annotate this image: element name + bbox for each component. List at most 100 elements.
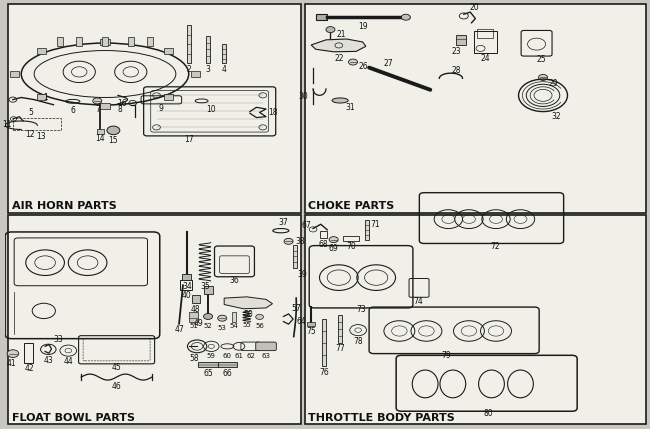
- Text: 59: 59: [207, 353, 216, 359]
- Text: 36: 36: [229, 276, 239, 285]
- Text: 44: 44: [64, 357, 73, 366]
- Text: 63: 63: [261, 353, 270, 359]
- Text: 18: 18: [268, 108, 278, 117]
- Text: 60: 60: [223, 353, 232, 359]
- Text: 25: 25: [536, 55, 546, 64]
- Text: 1: 1: [43, 93, 47, 102]
- Bar: [127, 37, 134, 46]
- Bar: [182, 274, 191, 280]
- Circle shape: [401, 14, 410, 20]
- FancyBboxPatch shape: [255, 342, 276, 350]
- Circle shape: [107, 126, 120, 135]
- Text: AIR HORN PARTS: AIR HORN PARTS: [12, 202, 116, 211]
- Bar: [101, 103, 109, 109]
- Text: 78: 78: [354, 337, 363, 346]
- Text: 11: 11: [2, 120, 12, 129]
- Bar: [102, 37, 108, 46]
- Bar: [203, 286, 213, 294]
- Text: 24: 24: [480, 54, 490, 63]
- Text: 40: 40: [181, 291, 191, 300]
- Text: 50: 50: [244, 310, 254, 319]
- Bar: [231, 312, 236, 323]
- Text: 9: 9: [159, 104, 164, 113]
- Circle shape: [7, 350, 19, 357]
- Bar: [76, 37, 83, 46]
- Text: 30: 30: [298, 92, 308, 101]
- Text: 49: 49: [194, 319, 203, 328]
- Bar: [477, 29, 493, 38]
- Text: 56: 56: [255, 323, 264, 329]
- Text: 80: 80: [484, 409, 493, 418]
- Bar: [10, 71, 20, 77]
- Text: CHOKE PARTS: CHOKE PARTS: [308, 202, 394, 211]
- Text: 58: 58: [189, 354, 199, 363]
- Text: 70: 70: [346, 242, 356, 251]
- Text: 53: 53: [218, 325, 227, 331]
- Circle shape: [348, 59, 358, 65]
- Bar: [189, 312, 198, 323]
- Text: 37: 37: [279, 218, 289, 227]
- Text: 28: 28: [451, 66, 461, 75]
- Text: 61: 61: [235, 353, 244, 359]
- Bar: [343, 236, 359, 241]
- Text: 16: 16: [117, 99, 127, 108]
- Text: 2: 2: [187, 65, 191, 74]
- Bar: [164, 48, 174, 54]
- Text: 33: 33: [53, 335, 63, 344]
- Bar: [8, 215, 302, 424]
- Circle shape: [326, 27, 335, 33]
- Text: 65: 65: [203, 369, 213, 378]
- Bar: [98, 130, 104, 134]
- Bar: [190, 71, 200, 77]
- Text: 42: 42: [24, 364, 34, 373]
- Bar: [164, 94, 174, 100]
- Bar: [180, 280, 192, 290]
- Circle shape: [203, 314, 213, 320]
- Text: 3: 3: [205, 65, 211, 74]
- Circle shape: [255, 314, 263, 320]
- Text: 21: 21: [336, 30, 346, 39]
- Text: 73: 73: [356, 305, 365, 314]
- Circle shape: [538, 74, 547, 80]
- Text: FLOAT BOWL PARTS: FLOAT BOWL PARTS: [12, 413, 135, 423]
- Text: 14: 14: [96, 134, 105, 143]
- Bar: [316, 14, 327, 20]
- Circle shape: [329, 237, 338, 243]
- Bar: [13, 118, 61, 130]
- Text: 8: 8: [118, 105, 122, 114]
- Bar: [474, 31, 497, 53]
- Circle shape: [93, 98, 102, 104]
- Text: 32: 32: [551, 112, 561, 121]
- Bar: [25, 342, 34, 363]
- Bar: [338, 315, 343, 343]
- Polygon shape: [311, 39, 366, 52]
- Text: 31: 31: [345, 103, 355, 112]
- Text: 75: 75: [306, 327, 316, 336]
- Bar: [57, 37, 63, 46]
- Text: 12: 12: [25, 130, 34, 139]
- Text: 15: 15: [109, 136, 118, 145]
- Bar: [222, 44, 226, 63]
- Text: 43: 43: [44, 356, 53, 365]
- Bar: [365, 220, 369, 241]
- Bar: [187, 25, 190, 63]
- Text: 20: 20: [469, 3, 479, 12]
- Text: 38: 38: [295, 237, 305, 246]
- Text: 7: 7: [95, 105, 99, 114]
- Bar: [36, 48, 46, 54]
- Text: 26: 26: [358, 63, 368, 72]
- Circle shape: [284, 239, 293, 245]
- Bar: [198, 362, 218, 367]
- Text: 68: 68: [318, 240, 328, 249]
- Text: 4: 4: [222, 65, 227, 74]
- Text: 74: 74: [414, 297, 424, 306]
- Text: 19: 19: [358, 22, 367, 31]
- Text: 76: 76: [319, 368, 329, 377]
- Text: 62: 62: [246, 353, 255, 359]
- Bar: [293, 245, 296, 268]
- Text: 79: 79: [441, 351, 451, 360]
- Bar: [305, 4, 646, 213]
- Text: 48: 48: [191, 305, 201, 314]
- Text: 10: 10: [206, 105, 216, 114]
- Bar: [456, 35, 466, 45]
